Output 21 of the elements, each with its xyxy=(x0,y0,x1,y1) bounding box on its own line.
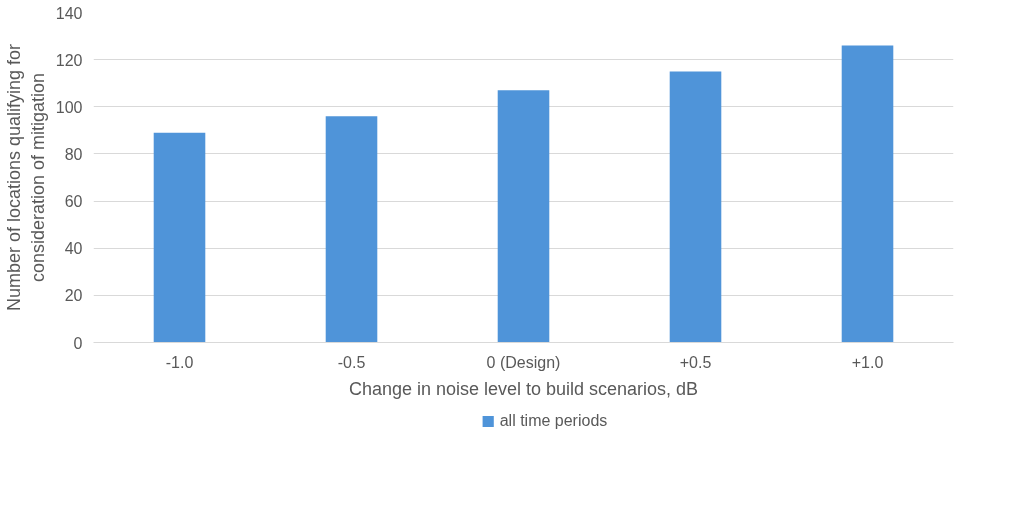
bar xyxy=(153,132,206,343)
y-tick-label: 0 xyxy=(73,334,83,352)
y-tick-label: 20 xyxy=(64,287,83,305)
bar xyxy=(841,45,894,343)
y-axis-title: Number of locations qualifying for consideration of mitigation xyxy=(3,43,48,312)
bar xyxy=(497,90,550,343)
bar xyxy=(325,116,378,343)
y-tick-label: 120 xyxy=(55,51,83,69)
x-tick-label: +0.5 xyxy=(679,353,712,371)
y-tick-label: 100 xyxy=(55,98,83,116)
x-tick-label: -0.5 xyxy=(337,353,366,371)
x-tick-label: 0 (Design) xyxy=(486,353,561,371)
y-tick-label: 80 xyxy=(64,145,83,163)
y-tick-label: 60 xyxy=(64,193,83,211)
y-tick-label: 40 xyxy=(64,240,83,258)
x-tick-label: -1.0 xyxy=(165,353,194,371)
y-tick-label: 140 xyxy=(55,4,83,22)
bar xyxy=(669,71,722,343)
legend-label: all time periods xyxy=(499,412,608,430)
x-axis-title: Change in noise level to build scenarios, dB xyxy=(348,378,699,399)
x-tick-label: +1.0 xyxy=(851,353,884,371)
